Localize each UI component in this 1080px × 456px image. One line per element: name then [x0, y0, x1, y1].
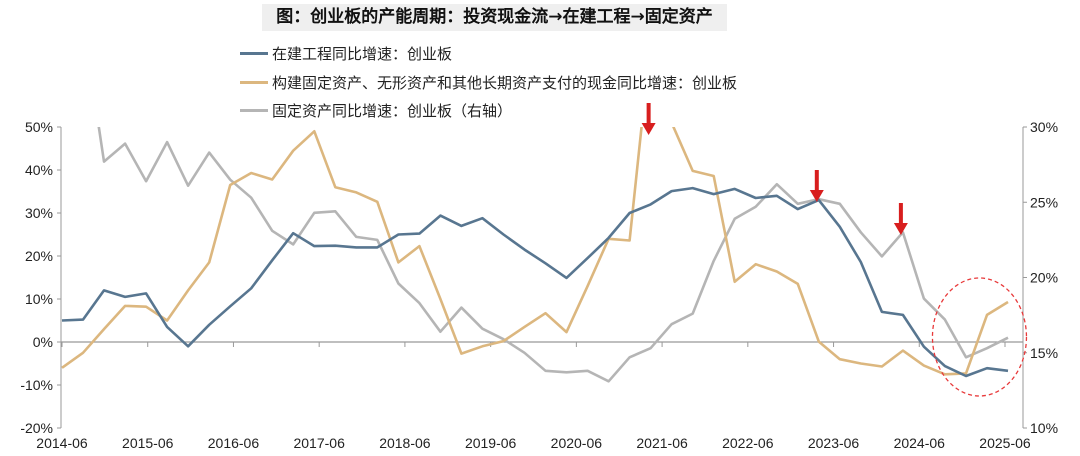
right-axis-tick-label: 20% — [1030, 270, 1058, 286]
left-axis-tick-label: -20% — [20, 420, 53, 436]
legend-swatch — [240, 81, 268, 84]
red-down-arrow-icon — [893, 203, 908, 235]
legend-label: 构建固定资产、无形资产和其他长期资产支付的现金同比增速：创业板 — [272, 74, 738, 92]
red-down-arrow-icon — [809, 170, 824, 202]
legend-item-fixed-assets: 固定资产同比增速：创业板（右轴） — [240, 100, 512, 121]
red-down-arrow-icon — [641, 103, 656, 135]
arrow-shaft — [814, 170, 819, 192]
legend-swatch — [240, 52, 268, 55]
x-axis-tick-label: 2018-06 — [379, 435, 431, 451]
x-axis-tick-label: 2015-06 — [122, 435, 174, 451]
right-axis-tick-label: 15% — [1030, 345, 1058, 361]
left-axis-tick-label: 30% — [25, 205, 53, 221]
right-axis-tick-label: 30% — [1030, 119, 1058, 135]
left-axis-tick-label: 40% — [25, 162, 53, 178]
legend-label: 固定资产同比增速：创业板（右轴） — [272, 102, 513, 120]
left-axis-tick-label: 10% — [25, 291, 53, 307]
x-axis-tick-label: 2016-06 — [208, 435, 260, 451]
series-line-1 — [61, 127, 1009, 376]
x-axis-tick-label: 2021-06 — [636, 435, 688, 451]
x-axis-tick-label: 2025-06 — [979, 435, 1031, 451]
arrow-head — [809, 190, 824, 202]
arrow-shaft — [898, 203, 903, 225]
left-axis-tick-label: 0% — [33, 334, 53, 350]
x-axis-tick-label: 2022-06 — [722, 435, 774, 451]
left-axis-tick-label: -10% — [20, 377, 53, 393]
x-axis-tick-label: 2023-06 — [808, 435, 860, 451]
x-axis-tick-label: 2019-06 — [465, 435, 517, 451]
legend-label: 在建工程同比增速：创业板 — [272, 45, 453, 63]
x-axis-tick-label: 2014-06 — [36, 435, 88, 451]
x-axis-tick-label: 2017-06 — [293, 435, 345, 451]
chart-title: 图：创业板的产能周期：投资现金流→在建工程→固定资产 — [262, 4, 727, 31]
legend-item-construction-in-progress: 在建工程同比增速：创业板 — [240, 43, 452, 64]
arrow-shaft — [646, 103, 651, 125]
dashed-highlight-circle — [931, 277, 1028, 397]
series-line-2 — [97, 127, 1009, 383]
series-line-0 — [61, 186, 1009, 378]
right-axis-tick-label: 25% — [1030, 194, 1058, 210]
x-axis-tick-label: 2024-06 — [894, 435, 946, 451]
legend-item-capex-cash: 构建固定资产、无形资产和其他长期资产支付的现金同比增速：创业板 — [240, 72, 737, 93]
arrow-head — [641, 123, 656, 135]
right-axis-tick-label: 10% — [1030, 420, 1058, 436]
arrow-head — [893, 223, 908, 235]
legend-swatch — [240, 109, 268, 112]
left-axis-tick-label: 20% — [25, 248, 53, 264]
left-axis-tick-label: 50% — [25, 119, 53, 135]
x-axis-tick-label: 2020-06 — [551, 435, 603, 451]
